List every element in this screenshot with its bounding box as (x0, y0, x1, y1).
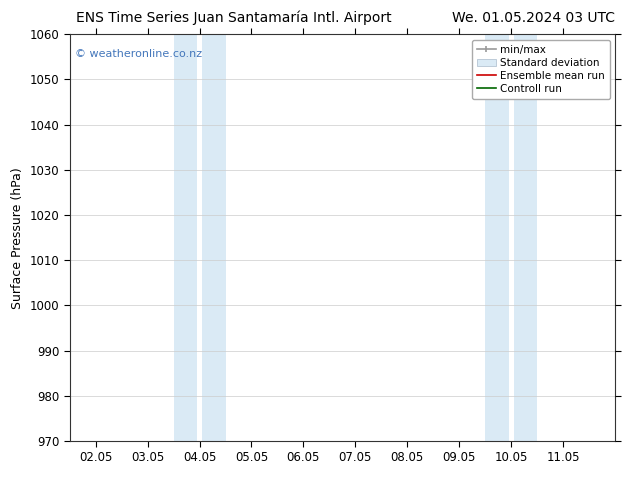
Bar (174, 34, 197, 441)
Text: © weatheronline.co.nz: © weatheronline.co.nz (75, 49, 202, 58)
Y-axis label: Surface Pressure (hPa): Surface Pressure (hPa) (11, 167, 24, 309)
Legend: min/max, Standard deviation, Ensemble mean run, Controll run: min/max, Standard deviation, Ensemble me… (472, 40, 610, 99)
Text: ENS Time Series Juan Santamaría Intl. Airport: ENS Time Series Juan Santamaría Intl. Ai… (76, 11, 392, 25)
Bar (485, 34, 508, 441)
Bar (514, 34, 537, 441)
Bar (202, 34, 226, 441)
Text: We. 01.05.2024 03 UTC: We. 01.05.2024 03 UTC (452, 11, 615, 25)
